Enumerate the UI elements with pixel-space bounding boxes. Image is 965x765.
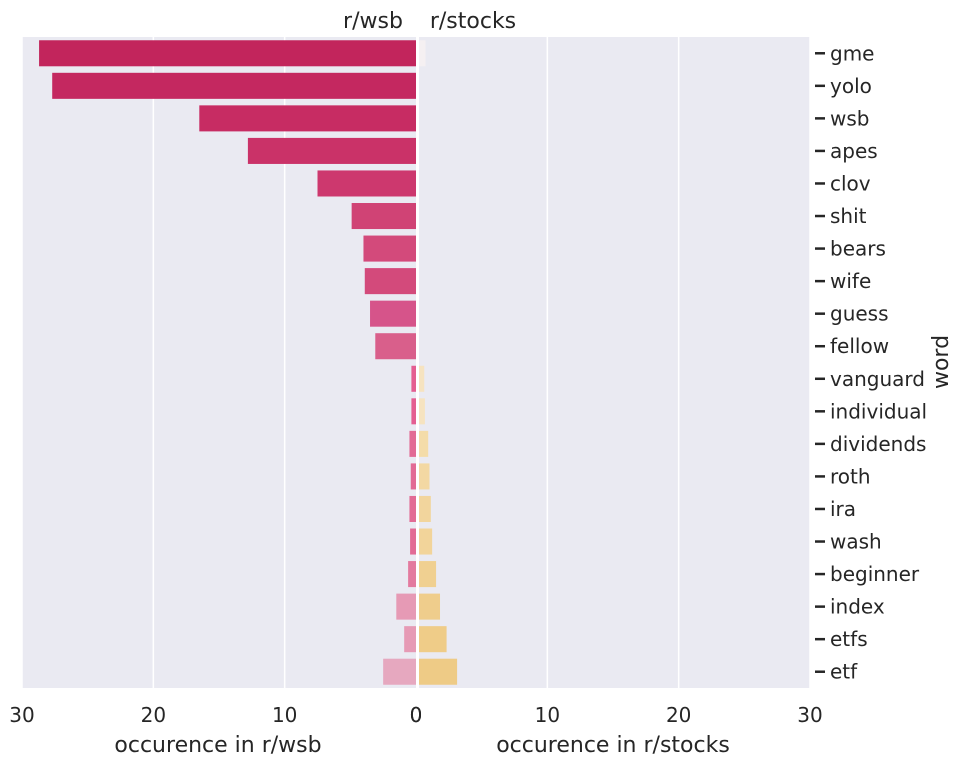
plot-background-left	[22, 37, 416, 688]
bar-wsb-wash	[410, 528, 416, 555]
x-tick-right-20: 20	[666, 703, 691, 727]
bar-wsb-etf	[383, 658, 416, 685]
x-tick-left-20: 20	[141, 703, 166, 727]
bar-stocks-beginner	[419, 561, 437, 588]
bar-wsb-wsb	[199, 105, 416, 132]
y-tick-label-guess: guess	[830, 302, 889, 326]
y-tick-label-wash: wash	[830, 530, 882, 554]
bar-stocks-gme	[419, 40, 426, 67]
x-tick-left-30: 30	[9, 703, 34, 727]
y-tick-label-bears: bears	[830, 237, 886, 261]
y-tick-labels: gme yolo wsb apes clov shit bears wife guess fell…	[815, 41, 927, 684]
bar-wsb-apes	[247, 137, 416, 164]
y-tick-label-clov: clov	[830, 171, 871, 195]
bar-stocks-etfs	[419, 626, 447, 653]
x-tick-left-0: 0	[410, 703, 423, 727]
bar-stocks-individual	[419, 398, 425, 425]
y-tick-label-ira: ira	[830, 497, 856, 521]
bar-stocks-roth	[419, 463, 430, 490]
plot-background-right	[416, 37, 810, 688]
bar-wsb-shit	[351, 203, 416, 230]
bar-stocks-etf	[419, 658, 458, 685]
x-axis-label-left: occurence in r/wsb	[114, 733, 321, 758]
bar-wsb-roth	[410, 463, 416, 490]
y-tick-label-wife: wife	[830, 269, 871, 293]
y-axis-label: word	[929, 335, 954, 389]
bars	[39, 37, 458, 688]
y-tick-label-gme: gme	[830, 41, 874, 65]
bar-wsb-yolo	[52, 72, 416, 99]
y-tick-label-individual: individual	[830, 399, 927, 423]
bar-wsb-clov	[317, 170, 416, 197]
y-tick-label-shit: shit	[830, 204, 867, 228]
y-tick-label-etf: etf	[830, 660, 858, 684]
bar-wsb-ira	[409, 495, 416, 522]
bar-wsb-bears	[363, 235, 416, 262]
y-tick-label-fellow: fellow	[830, 334, 889, 358]
title-right: r/stocks	[430, 9, 516, 34]
bar-wsb-individual	[411, 398, 416, 425]
bar-wsb-wife	[364, 268, 416, 295]
bar-wsb-vanguard	[411, 365, 416, 392]
x-tick-right-30: 30	[797, 703, 822, 727]
y-tick-label-dividends: dividends	[830, 432, 926, 456]
bar-stocks-index	[419, 593, 441, 620]
bar-stocks-ira	[419, 495, 431, 522]
bar-wsb-fellow	[375, 333, 416, 360]
bar-wsb-etfs	[404, 626, 416, 653]
y-tick-label-wsb: wsb	[830, 106, 869, 130]
y-tick-label-yolo: yolo	[830, 74, 872, 98]
y-tick-label-apes: apes	[830, 139, 878, 163]
bar-wsb-gme	[39, 40, 416, 67]
y-tick-label-roth: roth	[830, 464, 871, 488]
gridlines	[21, 37, 811, 688]
y-tick-label-index: index	[830, 595, 885, 619]
x-tick-right-0: 0	[410, 703, 423, 727]
bar-wsb-index	[396, 593, 416, 620]
bar-wsb-dividends	[409, 430, 416, 457]
y-tick-label-beginner: beginner	[830, 562, 920, 586]
bar-stocks-vanguard	[419, 365, 425, 392]
bar-stocks-dividends	[419, 430, 429, 457]
title-left: r/wsb	[343, 9, 403, 34]
bar-stocks-wash	[419, 528, 433, 555]
y-tick-label-vanguard: vanguard	[830, 367, 925, 391]
bar-wsb-beginner	[408, 561, 416, 588]
x-tick-right-10: 10	[535, 703, 560, 727]
bar-wsb-guess	[370, 300, 416, 327]
y-tick-label-etfs: etfs	[830, 627, 868, 651]
x-axis-label-right: occurence in r/stocks	[496, 733, 730, 758]
x-tick-left-10: 10	[272, 703, 297, 727]
